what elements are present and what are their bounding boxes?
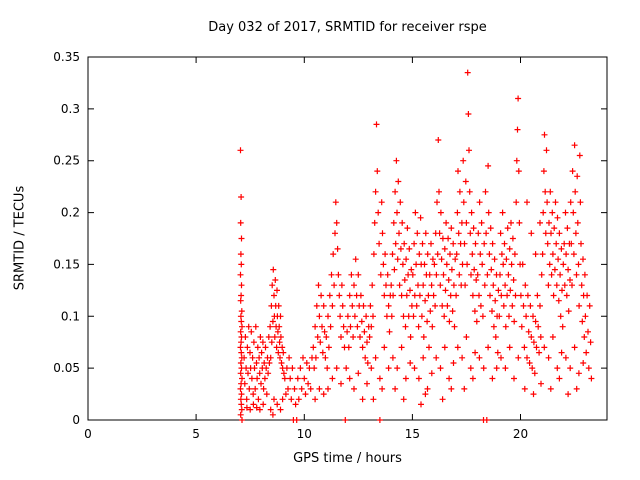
y-tick-label: 0 <box>72 413 80 427</box>
y-tick-label: 0.2 <box>61 206 80 220</box>
x-tick-label: 0 <box>84 427 92 441</box>
tick-marks <box>87 56 607 421</box>
chart-title: Day 032 of 2017, SRMTID for receiver rsp… <box>208 20 487 35</box>
x-tick-label: 10 <box>297 427 312 441</box>
x-tick-label: 20 <box>513 427 528 441</box>
y-tick-label: 0.35 <box>53 50 80 64</box>
y-tick-label: 0.3 <box>61 102 80 116</box>
y-tick-label: 0.1 <box>61 309 80 323</box>
scatter-points <box>237 69 595 423</box>
y-tick-label: 0.25 <box>53 154 80 168</box>
y-tick-label: 0.15 <box>53 257 80 271</box>
x-tick-label: 5 <box>192 427 200 441</box>
y-tick-label: 0.05 <box>53 361 80 375</box>
x-axis-label: GPS time / hours <box>293 451 402 466</box>
x-tick-label: 15 <box>405 427 420 441</box>
